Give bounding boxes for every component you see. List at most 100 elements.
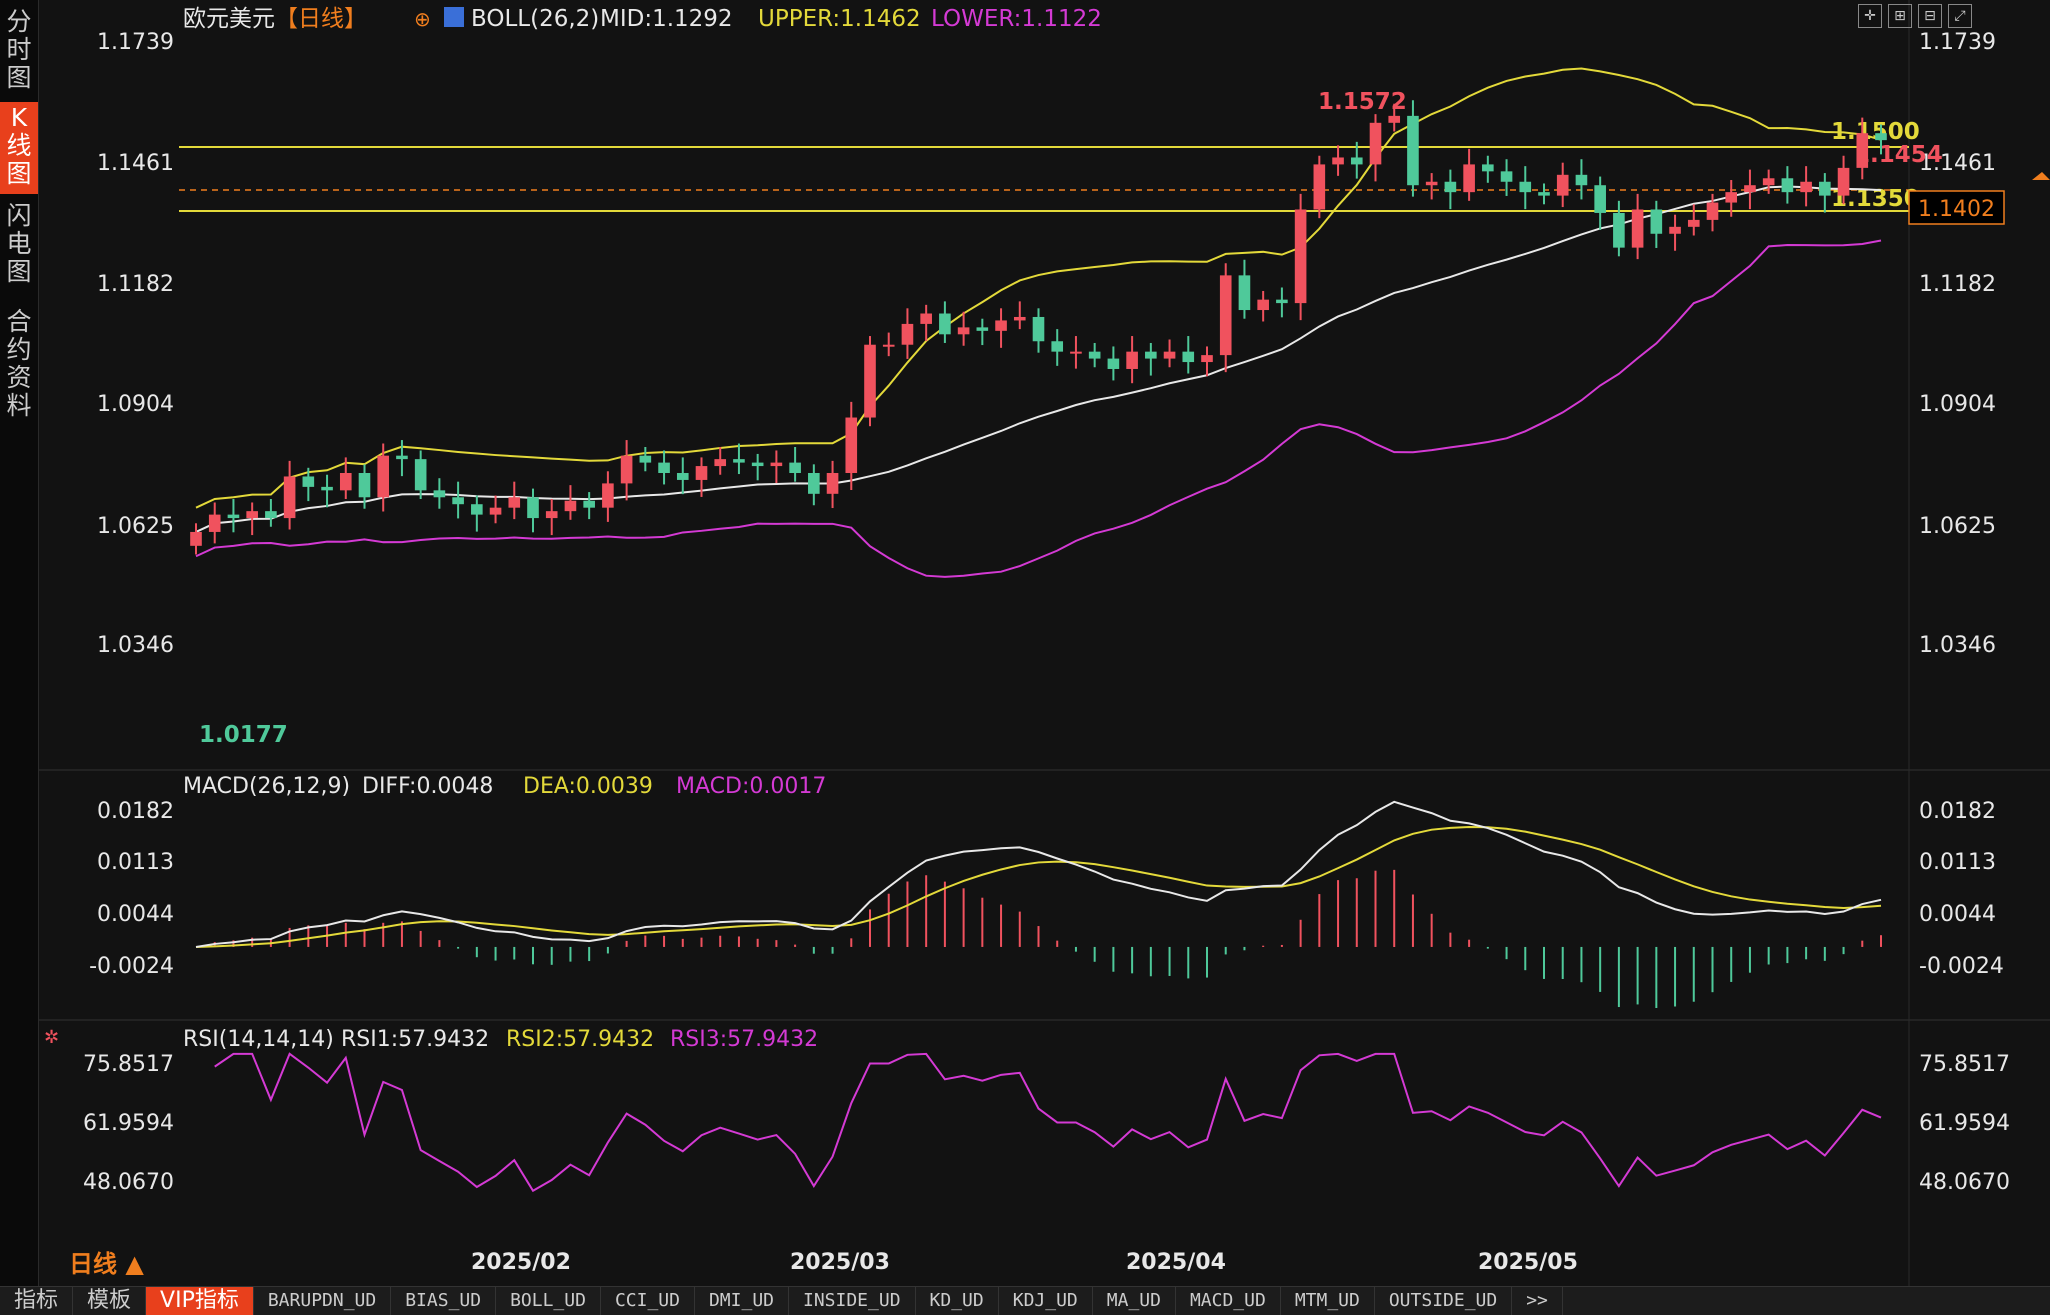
candle-body — [1350, 157, 1363, 165]
candle-body — [471, 504, 483, 515]
candle-body — [1538, 192, 1550, 196]
tab-more[interactable]: >> — [1512, 1287, 1563, 1315]
svg-text:1.0346: 1.0346 — [1919, 633, 1996, 658]
candle-body — [1500, 171, 1513, 182]
tab-dmi[interactable]: DMI_UD — [695, 1287, 789, 1315]
candle-body — [620, 455, 633, 484]
tab-bias[interactable]: BIAS_UD — [391, 1287, 497, 1315]
candle-body — [864, 344, 876, 418]
tab-indicators[interactable]: 指标 — [0, 1287, 74, 1315]
candle-body — [639, 455, 652, 463]
candle-body — [1556, 174, 1569, 196]
chart-canvas[interactable]: 欧元美元 【日线】 ⊕ BOLL(26,2) MID:1.1292 UPPER:… — [39, 0, 2050, 1286]
svg-text:0.0113: 0.0113 — [1919, 850, 1996, 875]
svg-text:1.0625: 1.0625 — [1919, 514, 1996, 539]
candle-body — [976, 327, 989, 331]
svg-text:48.0670: 48.0670 — [1919, 1170, 2010, 1195]
expand-icon[interactable]: ⤢ — [1948, 4, 1972, 28]
macd-diff-line — [195, 800, 1882, 948]
macd-diff-value: DIFF:0.0048 — [362, 774, 493, 799]
candle-body — [1032, 316, 1045, 342]
tab-cci[interactable]: CCI_UD — [601, 1287, 695, 1315]
svg-text:1.1739: 1.1739 — [1919, 30, 1996, 55]
main-y-axis-left: 1.1739 1.1461 1.1182 1.0904 1.0625 1.034… — [97, 30, 174, 658]
period-selector[interactable]: 日线 ▲ — [69, 1250, 144, 1278]
instrument-name: 欧元美元 — [183, 6, 275, 32]
candle-body — [1444, 181, 1457, 193]
tab-boll[interactable]: BOLL_UD — [496, 1287, 601, 1315]
chart-area[interactable]: 欧元美元 【日线】 ⊕ BOLL(26,2) MID:1.1292 UPPER:… — [39, 0, 2050, 1286]
tab-vip-indicators[interactable]: VIP指标 — [146, 1287, 254, 1315]
sidebar-tab-kline[interactable]: K线图 — [0, 102, 38, 194]
candle-body — [527, 497, 539, 519]
tab-outside[interactable]: OUTSIDE_UD — [1375, 1287, 1513, 1315]
candle-body — [789, 462, 801, 474]
candle-body — [433, 490, 446, 498]
candlestick-series[interactable] — [190, 100, 1887, 555]
candle-body — [1201, 355, 1213, 363]
period-tag: 【日线】 — [275, 6, 367, 32]
boll-lower-line — [195, 239, 1882, 578]
x-label-feb: 2025/02 — [471, 1250, 571, 1275]
candle-body — [190, 531, 202, 546]
boll-upper-value: UPPER:1.1462 — [758, 6, 921, 32]
candle-body — [283, 476, 296, 519]
zoom-out-icon[interactable]: ⊟ — [1918, 4, 1942, 28]
candle-body — [1575, 174, 1588, 186]
main-y-axis-right: 1.1739 1.1461 1.1182 1.0904 1.0625 1.034… — [1919, 30, 1996, 658]
tab-inside[interactable]: INSIDE_UD — [789, 1287, 916, 1315]
boll-indicator-icon[interactable] — [444, 7, 464, 27]
candle-body — [1819, 181, 1831, 196]
chart-toolbar: ✛ ⊞ ⊟ ⤢ — [1858, 4, 1972, 28]
svg-text:-0.0024: -0.0024 — [89, 954, 174, 979]
candle-body — [826, 473, 839, 494]
low-marker: 1.0177 — [199, 722, 288, 748]
candle-body — [676, 473, 689, 480]
candle-body — [1631, 209, 1644, 248]
x-label-may: 2025/05 — [1478, 1250, 1578, 1275]
tab-mtm[interactable]: MTM_UD — [1281, 1287, 1375, 1315]
tab-templates[interactable]: 模板 — [73, 1287, 147, 1315]
candle-body — [302, 476, 315, 487]
svg-text:0.0044: 0.0044 — [97, 902, 174, 927]
tab-kd[interactable]: KD_UD — [916, 1287, 999, 1315]
svg-text:-0.0024: -0.0024 — [1919, 954, 2004, 979]
svg-text:0.0044: 0.0044 — [1919, 902, 1996, 927]
candle-body — [1613, 212, 1625, 248]
candle-body — [695, 466, 708, 480]
rsi1-value: RSI1:57.9432 — [341, 1027, 489, 1052]
candle-body — [658, 462, 670, 474]
tab-macd[interactable]: MACD_UD — [1176, 1287, 1281, 1315]
candle-body — [246, 511, 258, 519]
tab-ma[interactable]: MA_UD — [1093, 1287, 1176, 1315]
tab-barupdn[interactable]: BARUPDN_UD — [254, 1287, 392, 1315]
macd-dea-line — [195, 825, 1882, 948]
sidebar-tab-contract-info[interactable]: 合约资料 — [6, 307, 32, 420]
candle-body — [452, 497, 464, 505]
sidebar-tab-time-chart[interactable]: 分时图 — [6, 7, 32, 92]
svg-text:0.0113: 0.0113 — [97, 850, 174, 875]
svg-text:61.9594: 61.9594 — [1919, 1111, 2010, 1136]
candle-body — [751, 462, 764, 467]
candle-body — [1744, 185, 1756, 193]
candle-body — [770, 462, 783, 467]
candle-body — [1088, 351, 1101, 359]
price-arrow-icon — [2032, 172, 2050, 180]
svg-text:1.1461: 1.1461 — [97, 151, 174, 176]
period-settings-icon[interactable]: ⊕ — [414, 7, 431, 31]
rsi-settings-icon[interactable]: ✲ — [44, 1027, 59, 1048]
candle-body — [1482, 164, 1494, 172]
candle-body — [1219, 275, 1232, 356]
boll-upper-line — [195, 67, 1882, 509]
macd-title: MACD(26,12,9) — [183, 774, 350, 799]
tab-kdj[interactable]: KDJ_UD — [999, 1287, 1093, 1315]
candle-body — [1369, 122, 1382, 165]
candle-body — [489, 507, 502, 515]
candle-body — [1519, 181, 1532, 193]
sidebar-tab-flash-chart[interactable]: 闪电图 — [6, 201, 32, 286]
candle-body — [1313, 164, 1326, 210]
boll-indicator-name: BOLL(26,2) — [471, 6, 599, 32]
zoom-in-icon[interactable]: ⊞ — [1888, 4, 1912, 28]
crosshair-icon[interactable]: ✛ — [1858, 4, 1882, 28]
boll-mid-line — [195, 185, 1882, 533]
